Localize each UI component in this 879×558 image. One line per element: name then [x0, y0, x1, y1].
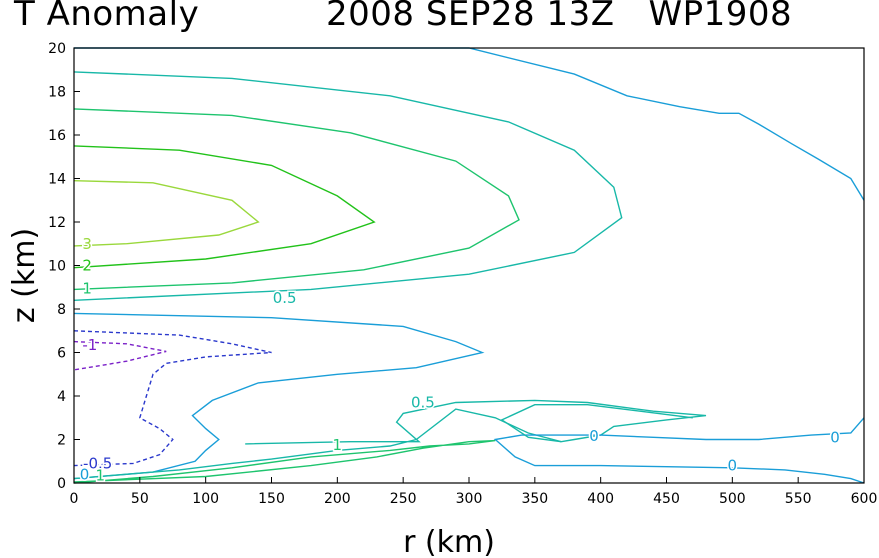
y-tick-label-6: 6 — [57, 346, 66, 362]
contour-line-0-8 — [493, 417, 865, 484]
chart-title-variable: T Anomaly — [14, 0, 200, 34]
contour-line-0.5-6 — [73, 399, 707, 480]
x-tick-label-500: 500 — [719, 491, 746, 507]
y-tick-label-2: 2 — [57, 433, 66, 449]
contour-line-1-7 — [73, 439, 496, 484]
contour-label-7: 0 — [589, 427, 599, 445]
y-axis-ticks: 0 2 4 6 8 10 12 14 16 18 20 — [48, 41, 80, 492]
x-axis-label: r (km) — [403, 525, 495, 558]
contour-label-12: 1 — [96, 466, 106, 484]
contour-line--1-11 — [73, 340, 167, 371]
x-tick-label-300: 300 — [456, 491, 483, 507]
contour-lines — [73, 47, 865, 484]
y-tick-label-16: 16 — [48, 128, 66, 144]
contour-label-11: 0 — [80, 465, 90, 483]
contour-label-3: 0.5 — [273, 289, 297, 307]
x-tick-label-600: 600 — [851, 491, 878, 507]
x-tick-label-450: 450 — [653, 491, 680, 507]
contour-line-0.5-3 — [73, 71, 623, 301]
contour-line-3-0 — [73, 180, 260, 247]
chart-title-time-storm: 2008 SEP28 13Z WP1908 — [326, 0, 793, 34]
contour-label-5: 0.5 — [411, 394, 435, 412]
y-tick-label-8: 8 — [57, 302, 66, 318]
contour-label-8: 0 — [830, 428, 840, 446]
x-tick-label-400: 400 — [587, 491, 614, 507]
contour-label-1: 2 — [82, 257, 92, 275]
y-tick-label-18: 18 — [48, 85, 66, 101]
x-tick-label-200: 200 — [324, 491, 351, 507]
x-axis-ticks: 0 50 100 150 200 250 300 350 400 450 500 550 600 — [70, 477, 878, 507]
y-tick-label-0: 0 — [57, 476, 66, 492]
x-tick-label-250: 250 — [390, 491, 417, 507]
contour-label-4: -1 — [82, 336, 97, 354]
contour-line-2-1 — [73, 145, 376, 269]
x-tick-label-150: 150 — [258, 491, 285, 507]
y-tick-label-20: 20 — [48, 41, 66, 57]
contour-line--0.5-10 — [73, 330, 272, 467]
contour-line-1-2 — [73, 108, 520, 291]
contour-label-6: 1 — [333, 436, 343, 454]
contour-label-0: 3 — [82, 235, 92, 253]
x-tick-label-100: 100 — [192, 491, 219, 507]
x-tick-label-350: 350 — [521, 491, 548, 507]
contour-line-0-5 — [73, 312, 485, 480]
contour-label-9: 0 — [728, 457, 738, 475]
contour-label-2: 1 — [82, 279, 92, 297]
contour-label-10: -0.5 — [83, 454, 112, 472]
x-tick-label-50: 50 — [131, 491, 149, 507]
x-tick-label-0: 0 — [70, 491, 79, 507]
contour-line-0-4 — [74, 47, 865, 201]
y-tick-label-12: 12 — [48, 215, 66, 231]
y-tick-label-10: 10 — [48, 259, 66, 275]
x-tick-label-550: 550 — [785, 491, 812, 507]
y-axis-label: z (km) — [7, 228, 42, 323]
y-tick-label-14: 14 — [48, 172, 66, 188]
contour-line-0.5-9 — [500, 404, 693, 443]
y-tick-label-4: 4 — [57, 389, 66, 405]
